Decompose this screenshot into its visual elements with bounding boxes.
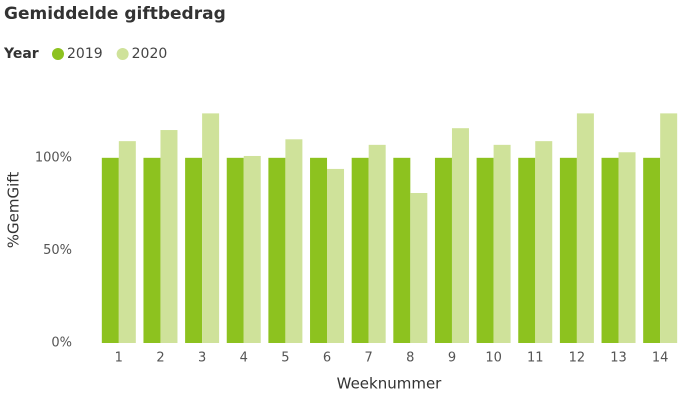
bar [351, 157, 369, 343]
bar [451, 128, 469, 343]
bar [476, 157, 494, 343]
legend-marker [116, 48, 129, 60]
y-tick-label: 100% [35, 150, 72, 165]
bar [601, 157, 619, 343]
x-tick-label: 11 [527, 351, 544, 366]
bar [327, 168, 345, 343]
bar [559, 157, 577, 343]
bar [101, 157, 119, 343]
bar [393, 157, 411, 343]
x-tick-label: 4 [240, 351, 248, 366]
x-tick-label: 14 [652, 351, 669, 366]
bar [185, 157, 203, 343]
bar [518, 157, 536, 343]
bar [285, 139, 303, 343]
bar [576, 113, 594, 344]
y-axis-title: %GemGift [5, 172, 23, 249]
x-tick-label: 12 [569, 351, 586, 366]
y-tick-label: 0% [51, 336, 72, 351]
bar [535, 141, 553, 343]
bar [434, 157, 452, 343]
bar [310, 157, 328, 343]
legend-label: 2019 [67, 46, 103, 62]
bar [268, 157, 286, 343]
chart-title: Gemiddelde giftbedrag [4, 4, 226, 24]
x-tick-label: 2 [156, 351, 164, 366]
bar [143, 157, 161, 343]
bar [202, 113, 220, 344]
bar [618, 152, 636, 343]
bar [160, 130, 178, 343]
bar [410, 193, 428, 343]
x-axis-title: Weeknummer [337, 375, 443, 393]
x-tick-label: 13 [610, 351, 627, 366]
x-tick-label: 3 [198, 351, 206, 366]
x-tick-label: 6 [323, 351, 331, 366]
bar [660, 113, 678, 344]
bar [368, 144, 386, 343]
x-tick-label: 5 [281, 351, 289, 366]
legend-title: Year [3, 46, 39, 62]
x-tick-label: 9 [448, 351, 456, 366]
y-tick-label: 50% [43, 243, 72, 258]
x-tick-label: 1 [115, 351, 123, 366]
legend-label: 2020 [132, 46, 168, 62]
bar [243, 155, 261, 343]
legend-marker [52, 48, 64, 60]
x-tick-label: 7 [365, 351, 373, 366]
x-tick-label: 8 [406, 351, 414, 366]
bar [226, 157, 244, 343]
bar [493, 144, 511, 343]
x-tick-label: 10 [485, 351, 502, 366]
bar [643, 157, 661, 343]
bar [118, 141, 136, 343]
